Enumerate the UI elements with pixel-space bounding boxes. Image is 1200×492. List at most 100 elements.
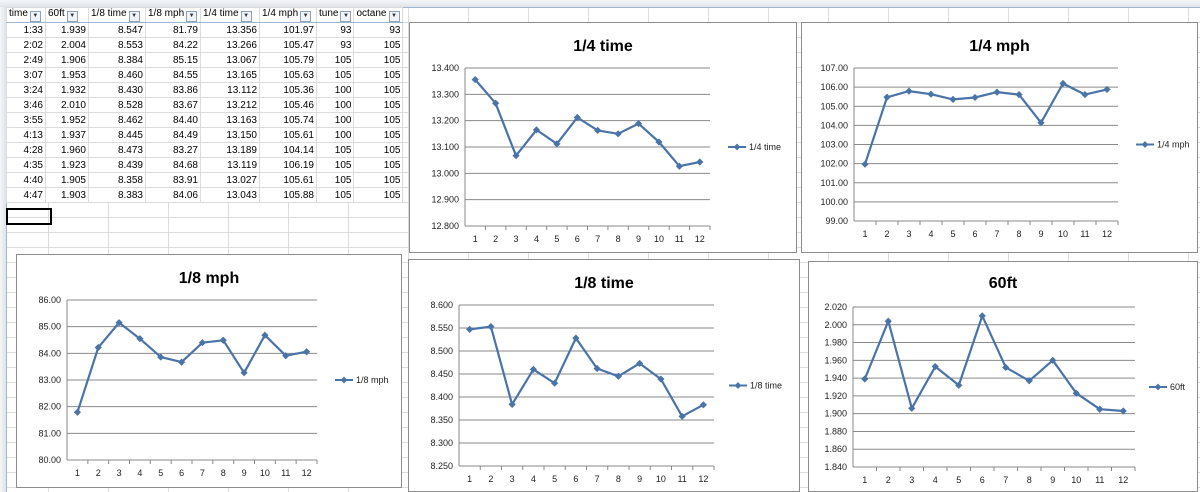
column-header-60ft[interactable]: 60ft ▼ — [45, 7, 89, 23]
table-cell[interactable]: 105.88 — [259, 187, 317, 203]
dropdown-arrow-icon[interactable]: ▼ — [29, 11, 41, 22]
table-cell[interactable]: 2:49 — [6, 52, 46, 68]
table-cell[interactable]: 105.46 — [259, 97, 317, 113]
table-cell[interactable]: 8.358 — [88, 172, 146, 188]
table-cell[interactable]: 84.40 — [145, 112, 201, 128]
table-cell[interactable]: 13.119 — [200, 157, 260, 173]
table-cell[interactable]: 1.906 — [45, 52, 89, 68]
table-cell[interactable]: 4:40 — [6, 172, 46, 188]
table-cell[interactable]: 13.163 — [200, 112, 260, 128]
table-cell[interactable]: 3:07 — [6, 67, 46, 83]
dropdown-arrow-icon[interactable]: ▼ — [388, 11, 400, 22]
column-header-time[interactable]: time ▼ — [6, 7, 46, 23]
table-cell[interactable]: 105.36 — [259, 82, 317, 98]
table-cell[interactable]: 93 — [353, 22, 404, 38]
table-cell[interactable]: 8.445 — [88, 127, 146, 143]
table-cell[interactable]: 1.952 — [45, 112, 89, 128]
table-cell[interactable]: 100 — [315, 112, 355, 128]
table-cell[interactable]: 13.356 — [200, 22, 260, 38]
table-cell[interactable]: 93 — [315, 22, 355, 38]
table-cell[interactable]: 105.61 — [259, 172, 317, 188]
table-cell[interactable]: 1.905 — [45, 172, 89, 188]
table-cell[interactable]: 100 — [315, 127, 355, 143]
table-cell[interactable]: 100 — [315, 82, 355, 98]
table-cell[interactable]: 105.63 — [259, 67, 317, 83]
table-cell[interactable]: 8.439 — [88, 157, 146, 173]
table-cell[interactable]: 13.266 — [200, 37, 260, 53]
chart-quarter-mph[interactable]: 1/4 mph 99.00 100.00 101.00 102.00 103.00 104.… — [801, 22, 1198, 253]
table-cell[interactable]: 105 — [315, 187, 355, 203]
table-cell[interactable]: 4:28 — [6, 142, 46, 158]
table-cell[interactable]: 8.473 — [88, 142, 146, 158]
table-cell[interactable]: 105.79 — [259, 52, 317, 68]
column-header-eighth-time[interactable]: 1/8 time ▼ — [88, 7, 146, 23]
table-cell[interactable]: 84.68 — [145, 157, 201, 173]
table-cell[interactable]: 1.903 — [45, 187, 89, 203]
table-cell[interactable]: 4:13 — [6, 127, 46, 143]
table-cell[interactable]: 8.553 — [88, 37, 146, 53]
table-cell[interactable]: 105 — [353, 37, 404, 53]
table-cell[interactable]: 105 — [353, 172, 404, 188]
chart-quarter-time[interactable]: 1/4 time 12.800 12.900 13.000 13.100 13.200 13… — [409, 22, 797, 253]
table-cell[interactable]: 105.61 — [259, 127, 317, 143]
table-cell[interactable]: 105.47 — [259, 37, 317, 53]
table-cell[interactable]: 1.923 — [45, 157, 89, 173]
table-cell[interactable]: 3:24 — [6, 82, 46, 98]
table-cell[interactable]: 101.97 — [259, 22, 317, 38]
table-cell[interactable]: 105.74 — [259, 112, 317, 128]
table-cell[interactable]: 85.15 — [145, 52, 201, 68]
row-header-bar[interactable] — [0, 7, 7, 492]
table-cell[interactable]: 1.939 — [45, 22, 89, 38]
table-cell[interactable]: 105 — [353, 127, 404, 143]
table-cell[interactable]: 83.86 — [145, 82, 201, 98]
table-cell[interactable]: 84.49 — [145, 127, 201, 143]
column-header-eighth-mph[interactable]: 1/8 mph ▼ — [145, 7, 201, 23]
table-cell[interactable]: 1.932 — [45, 82, 89, 98]
table-cell[interactable]: 84.22 — [145, 37, 201, 53]
table-cell[interactable]: 13.189 — [200, 142, 260, 158]
table-cell[interactable]: 4:35 — [6, 157, 46, 173]
table-cell[interactable]: 105 — [353, 157, 404, 173]
table-cell[interactable]: 13.067 — [200, 52, 260, 68]
table-cell[interactable]: 13.165 — [200, 67, 260, 83]
table-cell[interactable]: 105 — [315, 52, 355, 68]
table-cell[interactable]: 105 — [353, 52, 404, 68]
table-cell[interactable]: 100 — [315, 97, 355, 113]
table-cell[interactable]: 105 — [315, 67, 355, 83]
table-cell[interactable]: 105 — [353, 67, 404, 83]
table-cell[interactable]: 8.462 — [88, 112, 146, 128]
dropdown-arrow-icon[interactable]: ▼ — [66, 11, 78, 22]
chart-eighth-time[interactable]: 1/8 time 8.250 8.300 8.350 8.400 8.450 8.500 8.… — [408, 259, 800, 492]
table-cell[interactable]: 84.06 — [145, 187, 201, 203]
table-cell[interactable]: 8.528 — [88, 97, 146, 113]
table-cell[interactable]: 13.212 — [200, 97, 260, 113]
table-cell[interactable]: 93 — [315, 37, 355, 53]
table-cell[interactable]: 2:02 — [6, 37, 46, 53]
table-cell[interactable]: 105 — [353, 82, 404, 98]
table-cell[interactable]: 105 — [353, 97, 404, 113]
dropdown-arrow-icon[interactable]: ▼ — [300, 11, 312, 22]
table-cell[interactable]: 105 — [353, 187, 404, 203]
table-cell[interactable]: 104.14 — [259, 142, 317, 158]
chart-eighth-mph[interactable]: 1/8 mph 80.00 81.00 82.00 83.00 84.00 85.00 86.… — [16, 254, 402, 488]
table-cell[interactable]: 8.430 — [88, 82, 146, 98]
column-header-tune[interactable]: tune ▼ — [315, 7, 355, 23]
table-cell[interactable]: 2.010 — [45, 97, 89, 113]
active-cell-cursor[interactable] — [6, 208, 52, 225]
dropdown-arrow-icon[interactable]: ▼ — [128, 11, 140, 22]
table-cell[interactable]: 8.460 — [88, 67, 146, 83]
dropdown-arrow-icon[interactable]: ▼ — [340, 11, 352, 22]
column-header-quarter-mph[interactable]: 1/4 mph ▼ — [259, 7, 317, 23]
table-cell[interactable]: 83.91 — [145, 172, 201, 188]
table-cell[interactable]: 13.150 — [200, 127, 260, 143]
table-cell[interactable]: 8.547 — [88, 22, 146, 38]
table-cell[interactable]: 3:55 — [6, 112, 46, 128]
table-cell[interactable]: 2.004 — [45, 37, 89, 53]
table-cell[interactable]: 81.79 — [145, 22, 201, 38]
column-header-octane[interactable]: octane ▼ — [353, 7, 404, 23]
table-cell[interactable]: 84.55 — [145, 67, 201, 83]
table-cell[interactable]: 8.383 — [88, 187, 146, 203]
table-cell[interactable]: 4:47 — [6, 187, 46, 203]
table-cell[interactable]: 1.960 — [45, 142, 89, 158]
table-cell[interactable]: 13.027 — [200, 172, 260, 188]
